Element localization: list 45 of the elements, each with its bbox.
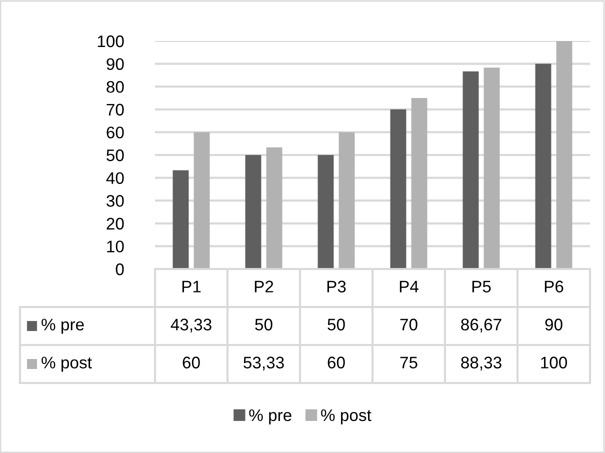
y-tick-label: 80 [106, 81, 124, 93]
data-label: 53,33 [244, 356, 284, 370]
legend-label: % post [42, 356, 92, 372]
data-label: 88,33 [461, 356, 502, 370]
x-tick-label: P6 [544, 280, 564, 292]
x-tick-label: P3 [327, 280, 346, 292]
y-tick-label: 90 [106, 58, 124, 70]
bar [194, 132, 210, 269]
x-tick-label: P4 [400, 280, 418, 292]
data-label: 60 [182, 356, 200, 368]
data-label: 50 [255, 318, 272, 330]
y-tick-label: 30 [106, 195, 124, 207]
y-tick-label: 10 [107, 240, 124, 252]
legend-label: % pre [42, 318, 84, 334]
bar [245, 155, 262, 269]
bar [172, 170, 189, 269]
data-label: 60 [328, 356, 345, 368]
data-label: 100 [541, 356, 568, 368]
bar [411, 98, 428, 269]
data-label: 43,33 [170, 318, 212, 332]
text: % pre [249, 409, 292, 424]
y-tick-label: 100 [98, 35, 124, 48]
y-tick-label: 0 [116, 263, 124, 276]
bar [484, 68, 500, 269]
y-tick-label: 70 [106, 104, 124, 116]
bar [390, 109, 406, 269]
bar [318, 155, 334, 269]
bar [535, 64, 552, 269]
bar [462, 71, 479, 269]
x-tick-label: P5 [472, 280, 491, 292]
y-tick-label: 60 [106, 126, 124, 138]
bar [266, 147, 282, 269]
y-tick-label: 40 [106, 172, 124, 184]
y-tick-label: 50 [106, 149, 124, 162]
x-tick-label: P2 [254, 280, 274, 292]
data-label: 70 [400, 318, 418, 330]
data-label: 86,67 [461, 318, 502, 332]
text: % post [321, 409, 372, 424]
bar [338, 132, 355, 269]
x-tick-label: P1 [182, 280, 201, 292]
data-label: 75 [400, 356, 418, 368]
data-label: 50 [328, 318, 345, 330]
bar [556, 41, 572, 269]
y-tick-label: 20 [106, 218, 124, 230]
data-label: 90 [545, 318, 562, 330]
